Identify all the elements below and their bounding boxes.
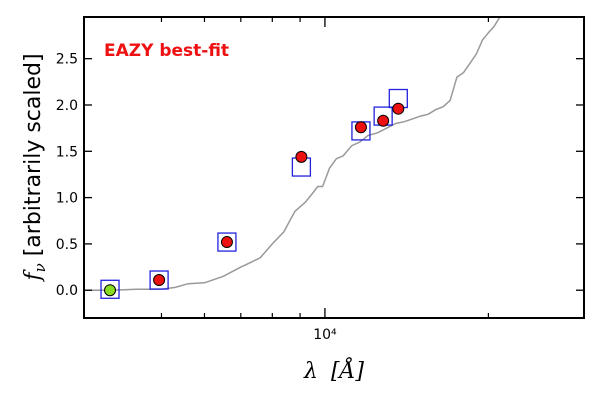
model-layer: [100, 88, 408, 299]
x-axis-unit: [Å]: [331, 356, 364, 384]
model-flux-square: [217, 232, 237, 252]
observed-flux-point: [354, 121, 367, 134]
observed-flux-point: [220, 236, 233, 249]
y-tick-label: 2.0: [56, 98, 78, 114]
observed-flux-point: [392, 102, 405, 115]
x-tick-label: 10⁴: [313, 327, 337, 343]
observed-flux-point: [153, 274, 166, 287]
y-tick-label: 2.5: [56, 52, 78, 68]
y-tick-label: 0.0: [56, 283, 78, 299]
observed-flux-point: [377, 114, 390, 127]
observed-flux-point: [295, 150, 308, 163]
y-tick-label: 0.5: [56, 237, 78, 253]
y-axis-text: [arbitrarily scaled]: [21, 53, 46, 263]
observed-layer: [104, 102, 405, 297]
x-axis-symbol: λ: [303, 359, 318, 384]
template-layer: [84, 16, 501, 291]
plot-frame: [83, 16, 585, 319]
y-axis-title: fν [arbitrarily scaled]: [21, 53, 49, 282]
model-flux-square: [100, 279, 120, 299]
annotation-label: EAZY best-fit: [104, 41, 229, 61]
y-tick-label: 1.0: [56, 191, 78, 207]
observed-flux-point: [104, 284, 117, 297]
y-tick-label: 1.5: [56, 144, 78, 160]
y-axis-subscript: ν: [31, 263, 49, 272]
ticks-layer: 0.0 0.5 1.0 1.5 2.0 2.5 10⁴: [56, 17, 584, 343]
template-spectrum-line: [84, 16, 501, 291]
model-flux-square: [149, 270, 169, 290]
x-axis-title: λ [Å]: [303, 356, 364, 384]
